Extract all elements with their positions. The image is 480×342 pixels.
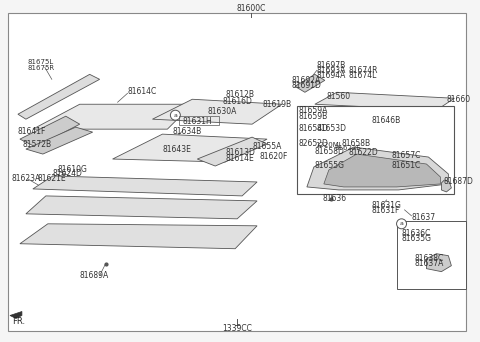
- Text: 81560: 81560: [327, 92, 351, 101]
- Text: 81636: 81636: [323, 194, 347, 203]
- Bar: [180, 116, 219, 125]
- Text: 81616D: 81616D: [222, 97, 252, 106]
- Text: 81674R: 81674R: [349, 66, 378, 75]
- Polygon shape: [20, 116, 80, 147]
- Text: 81651C: 81651C: [392, 160, 421, 170]
- Polygon shape: [315, 92, 455, 110]
- Polygon shape: [442, 180, 451, 192]
- Text: 81614C: 81614C: [128, 87, 157, 96]
- Text: 81660: 81660: [446, 95, 470, 104]
- Text: 81654D: 81654D: [299, 124, 329, 133]
- Text: FR.: FR.: [12, 317, 25, 326]
- Bar: [396, 221, 466, 289]
- Text: 81614E: 81614E: [225, 154, 254, 162]
- Polygon shape: [153, 99, 282, 124]
- Text: 81674L: 81674L: [349, 71, 377, 80]
- Text: 81631F: 81631F: [372, 206, 400, 215]
- Text: 81622D: 81622D: [349, 147, 379, 157]
- Text: 81637: 81637: [411, 213, 436, 222]
- Text: 81693A: 81693A: [317, 66, 346, 75]
- Bar: [297, 106, 455, 194]
- Text: 81694A: 81694A: [317, 71, 346, 80]
- Text: 81643E: 81643E: [162, 145, 192, 154]
- Text: 81610G: 81610G: [58, 165, 88, 173]
- Polygon shape: [307, 147, 448, 190]
- Polygon shape: [113, 134, 267, 162]
- Text: 81689A: 81689A: [80, 271, 109, 280]
- Text: 81631G: 81631G: [372, 201, 402, 210]
- Polygon shape: [18, 74, 100, 119]
- Polygon shape: [20, 224, 257, 249]
- Text: 81653D: 81653D: [317, 124, 347, 133]
- Text: 81691D: 81691D: [292, 81, 322, 90]
- Text: 81692A: 81692A: [292, 76, 321, 85]
- Text: 81613D: 81613D: [225, 147, 255, 157]
- Polygon shape: [324, 154, 441, 187]
- Text: 81655G: 81655G: [315, 160, 345, 170]
- Polygon shape: [295, 74, 325, 92]
- Text: 81675L: 81675L: [28, 60, 54, 65]
- Text: 81572B: 81572B: [23, 140, 52, 148]
- Text: 81659A: 81659A: [299, 106, 328, 115]
- Text: 81637A: 81637A: [415, 259, 444, 268]
- Polygon shape: [197, 137, 267, 166]
- Polygon shape: [33, 176, 257, 196]
- Polygon shape: [10, 312, 22, 318]
- Text: 81634B: 81634B: [172, 127, 202, 136]
- Text: 81622E: 81622E: [335, 145, 361, 151]
- Text: 81635G: 81635G: [402, 234, 432, 243]
- Circle shape: [396, 219, 407, 229]
- Text: 81687D: 81687D: [444, 177, 473, 186]
- Text: 81675R: 81675R: [28, 65, 55, 71]
- Text: 81641F: 81641F: [18, 127, 46, 136]
- Text: 81624D: 81624D: [53, 170, 83, 179]
- Text: 81612B: 81612B: [225, 90, 254, 99]
- Text: 81638C: 81638C: [415, 254, 444, 263]
- Text: 81655A: 81655A: [252, 142, 281, 150]
- Text: 81631H: 81631H: [182, 117, 212, 126]
- Text: 81623A: 81623A: [12, 174, 41, 183]
- Text: 82652D: 82652D: [299, 139, 329, 148]
- Text: 81657C: 81657C: [392, 150, 421, 160]
- Text: 81658D: 81658D: [315, 147, 345, 156]
- Polygon shape: [426, 254, 451, 272]
- Text: 81658B: 81658B: [342, 139, 371, 148]
- Text: 81636C: 81636C: [402, 229, 431, 238]
- Text: 81630A: 81630A: [207, 107, 237, 116]
- Text: 81600C: 81600C: [237, 4, 266, 13]
- Polygon shape: [33, 104, 192, 129]
- Circle shape: [170, 110, 180, 120]
- Polygon shape: [26, 196, 257, 219]
- Text: 1339CC: 1339CC: [222, 324, 252, 333]
- Text: 81620F: 81620F: [259, 152, 288, 160]
- Text: 81619B: 81619B: [262, 100, 291, 109]
- Text: 81646B: 81646B: [372, 116, 401, 125]
- Text: 81697B: 81697B: [317, 61, 346, 70]
- Text: a: a: [173, 113, 177, 118]
- Text: a: a: [400, 221, 404, 226]
- Polygon shape: [26, 127, 93, 154]
- Text: 81659B: 81659B: [299, 112, 328, 121]
- Text: 1220MJ: 1220MJ: [315, 142, 341, 148]
- Text: 81621E: 81621E: [38, 174, 67, 183]
